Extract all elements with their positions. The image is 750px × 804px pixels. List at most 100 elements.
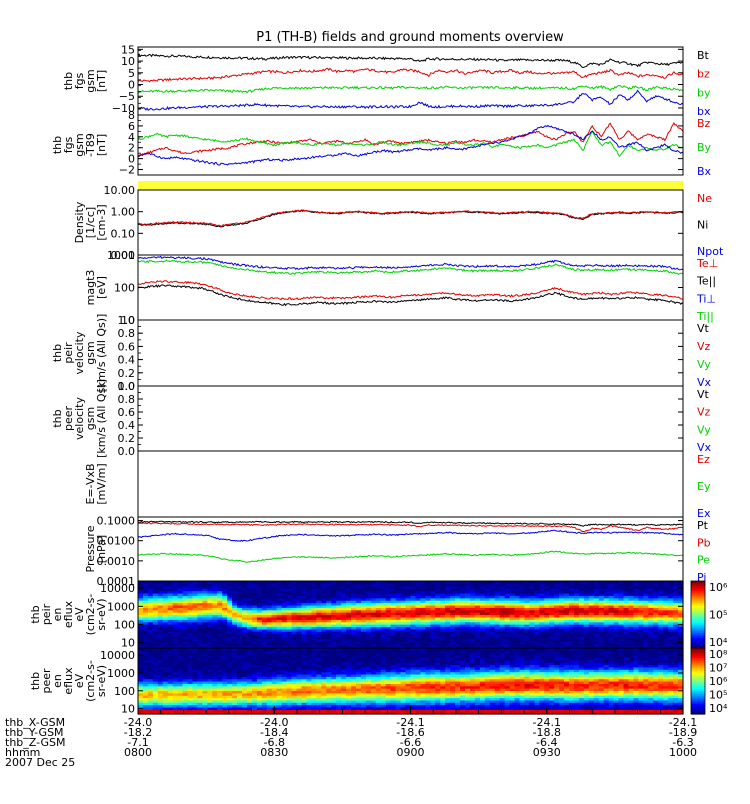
series-line-Ti	[138, 257, 683, 270]
legend-entry: by	[697, 86, 711, 99]
y-axis-peir_vel: 0.00.20.40.60.81.0	[118, 314, 684, 393]
legend-entry: Bt	[697, 49, 710, 62]
legend-entry: Ti⊥	[696, 292, 716, 305]
y-tick-label: 100	[114, 618, 135, 631]
panel-frame	[138, 47, 683, 115]
legend-entry: Vz	[697, 406, 711, 419]
legend-entry: Ez	[697, 453, 710, 466]
y-tick-label: 1.0	[118, 380, 136, 393]
y-axis-label-temp: magt3[eV]	[84, 270, 108, 306]
y-tick-label: −5	[119, 90, 135, 103]
panel-frame	[138, 386, 683, 451]
legend-entry: Vt	[697, 322, 710, 335]
panel-pressure: PtPbPePi0.00010.00100.01000.1000Pressure…	[84, 515, 711, 588]
series-line-Pe	[138, 551, 683, 562]
y-tick-label: 15	[121, 43, 135, 56]
y-axis-label-line: [cm-3]	[95, 204, 108, 240]
legend-entry: Vy	[697, 423, 711, 436]
y-tick-label: 0.0	[118, 445, 136, 458]
plot-title: P1 (TH-B) fields and ground moments over…	[256, 30, 564, 45]
y-axis-label-line: [nPa]	[95, 535, 108, 563]
legend-entry: By	[697, 141, 712, 154]
y-tick-label: 100	[114, 282, 135, 295]
y-tick-label: 0.6	[118, 406, 136, 419]
series-group	[138, 54, 683, 110]
legend-entry: Ne	[697, 192, 712, 205]
yellow-band	[138, 181, 683, 190]
legend-entry: Ey	[697, 480, 711, 493]
panel-frame	[138, 320, 683, 386]
y-tick-label: 1.0	[118, 314, 136, 327]
series-group	[138, 210, 683, 227]
legend-entry: Vy	[697, 358, 711, 371]
y-tick-label: 10.00	[104, 184, 136, 197]
series-group	[138, 521, 683, 562]
y-axis-label-line: [nT]	[95, 70, 108, 92]
y-tick-label: 10	[121, 637, 135, 650]
panel-stack: Btbzbybx−10−5051015thbfgsgsm[nT]BzByBx−2…	[29, 43, 728, 715]
y-tick-label: 0.6	[118, 340, 136, 353]
panel-frame	[138, 451, 683, 517]
panel-peer_spec: 10⁸10⁷10⁶10⁵10⁴10100100010000thbpeerenef…	[29, 648, 728, 716]
panel-peir_vel: VtVzVyVx0.00.20.40.60.81.0thbpeirvelocit…	[51, 314, 712, 393]
legend-entry: Pe	[697, 554, 710, 567]
series-line-Pi	[138, 530, 683, 541]
y-tick-label: 8	[128, 109, 135, 122]
y-axis-label-efield: E=-VxB[mV/m]	[84, 463, 108, 504]
series-group	[138, 257, 683, 306]
panel-bar	[138, 181, 683, 190]
legend-entry: Vt	[697, 388, 710, 401]
series-line-bx	[138, 90, 683, 110]
series-line-Bt	[138, 54, 683, 67]
panel-frame	[138, 190, 683, 255]
legend-entry: Ni	[697, 219, 708, 232]
y-tick-label: 10	[121, 55, 135, 68]
y-tick-label: 1.00	[111, 206, 136, 219]
colorbar-label: 10⁶	[709, 581, 728, 594]
legend-entry: Pt	[697, 519, 709, 532]
panel-peer_vel: VtVzVyVx0.00.20.40.60.81.0thbpeervelocit…	[51, 379, 712, 458]
legend-entry: Vz	[697, 340, 711, 353]
panel-peir_spec: 10⁶10⁵10⁴10100100010000thbpeirenefluxeV(…	[29, 581, 728, 650]
legend-entry: Te⊥	[696, 257, 718, 270]
y-tick-label: 0.2	[118, 432, 136, 445]
spectrogram-cells	[138, 581, 684, 649]
y-axis-label-line: [mV/m]	[95, 463, 108, 504]
series-line-bz	[138, 68, 683, 81]
y-axis-density: 0.010.101.0010.00	[104, 184, 684, 262]
y-tick-label: 0	[128, 79, 135, 92]
panel-frame	[138, 517, 683, 581]
series-line-Bz	[138, 123, 683, 157]
y-tick-label: 0.10	[111, 227, 136, 240]
y-axis-label-line: sr-eV)	[95, 598, 108, 630]
y-axis-peer_vel: 0.00.20.40.60.81.0	[118, 380, 684, 458]
panel-density: NeNiNpot0.010.101.0010.00Density[1/cc][c…	[73, 184, 724, 262]
y-tick-label: 0.4	[118, 419, 136, 432]
y-tick-label: 0.4	[118, 354, 136, 367]
legend-entry: Bx	[697, 165, 712, 178]
legend-temp: Te⊥Te||Ti⊥Ti||	[696, 257, 718, 323]
legend-entry: bz	[697, 68, 710, 81]
y-tick-label: 5	[128, 67, 135, 80]
series-line-by	[138, 86, 683, 93]
y-tick-label: 1000	[107, 600, 135, 613]
series-line-Ne	[138, 210, 683, 227]
legend-entry: Bz	[697, 117, 711, 130]
y-tick-label: 1000	[107, 249, 135, 262]
y-axis-label-line: [km/s (All Qs)]	[95, 379, 108, 458]
legend-entry: Te||	[696, 275, 716, 288]
legend-entry: Pb	[697, 536, 711, 549]
